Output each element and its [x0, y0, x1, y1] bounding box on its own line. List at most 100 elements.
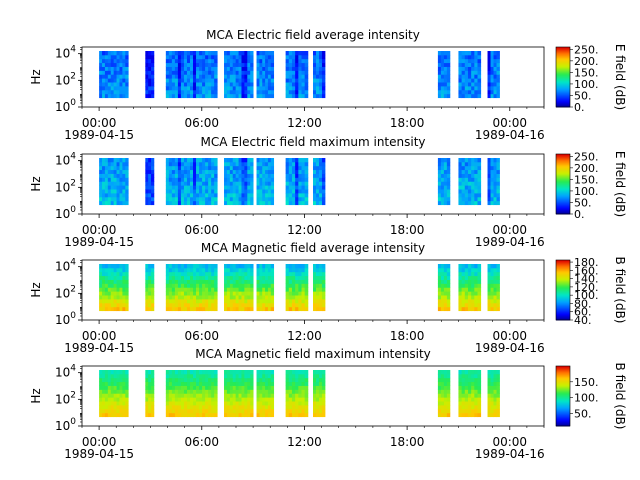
spectrogram-cell — [208, 408, 212, 414]
spectrogram-cell — [116, 93, 120, 99]
spectrogram-cell — [110, 370, 115, 375]
spectrogram-cell — [232, 70, 237, 75]
spectrogram-cell — [196, 302, 200, 308]
spectrogram-cell — [244, 295, 248, 300]
spectrogram-cell — [232, 393, 237, 398]
spectrogram-cell — [446, 401, 451, 406]
spectrogram-cell — [496, 165, 500, 171]
spectrogram-cell — [267, 185, 272, 190]
colorbar-segment — [556, 165, 570, 167]
colorbar-segment — [556, 371, 570, 373]
spectrogram-cell — [321, 306, 326, 312]
spectrogram-cell — [265, 89, 269, 95]
colorbar-segment — [556, 310, 570, 312]
spectrogram-cell — [224, 62, 228, 67]
spectrogram-cell — [229, 279, 234, 284]
spectrogram-cell — [107, 181, 112, 186]
spectrogram-cell — [291, 177, 296, 182]
spectrogram-cell — [165, 306, 170, 312]
spectrogram-cell — [193, 291, 197, 296]
colorbar-segment — [556, 301, 570, 303]
spectrogram-cell — [496, 370, 500, 375]
spectrogram-cell — [318, 381, 323, 386]
spectrogram-cell — [265, 181, 269, 186]
spectrogram-cell — [265, 78, 269, 83]
spectrogram-cell — [256, 181, 260, 186]
spectrogram-cell — [107, 78, 112, 83]
x-tick-label: 18:00 — [390, 116, 425, 130]
spectrogram-cell — [107, 165, 112, 171]
spectrogram-cell — [446, 306, 451, 312]
spectrogram-cell — [116, 267, 120, 273]
spectrogram-cell — [490, 86, 494, 91]
spectrogram-cell — [104, 401, 109, 406]
spectrogram-cell — [313, 299, 317, 304]
spectrogram-cell — [265, 291, 269, 296]
spectrogram-cell — [174, 412, 179, 418]
spectrogram-cell — [490, 302, 494, 308]
spectrogram-cell — [467, 401, 472, 406]
spectrogram-cell — [437, 181, 442, 186]
spectrogram-cell — [168, 377, 173, 383]
spectrogram-cell — [119, 393, 123, 398]
spectrogram-cell — [244, 158, 248, 163]
spectrogram-cell — [99, 370, 103, 375]
spectrogram-cell — [229, 165, 234, 171]
spectrogram-cell — [148, 86, 152, 91]
spectrogram-cell — [180, 397, 185, 402]
spectrogram-cell — [122, 295, 126, 300]
spectrogram-cell — [244, 89, 248, 95]
spectrogram-cell — [262, 397, 266, 402]
spectrogram-cell — [437, 66, 442, 71]
spectrogram-cell — [119, 82, 123, 87]
spectrogram-cell — [226, 78, 231, 83]
spectrogram-cell — [116, 397, 120, 402]
spectrogram-cell — [244, 51, 248, 56]
y-tick-label: 102 — [55, 71, 76, 87]
spectrogram-cell — [315, 271, 320, 277]
spectrogram-cell — [493, 196, 497, 202]
spectrogram-cell — [267, 74, 272, 79]
spectrogram-cell — [145, 275, 149, 280]
spectrogram-cell — [104, 158, 109, 163]
spectrogram-cell — [199, 267, 203, 273]
spectrogram-cell — [490, 306, 494, 312]
colorbar-segment — [556, 78, 570, 80]
spectrogram-cell — [458, 299, 463, 304]
spectrogram-cell — [256, 271, 260, 277]
spectrogram-cell — [244, 177, 248, 182]
spectrogram-cell — [304, 185, 309, 190]
spectrogram-cell — [493, 397, 497, 402]
spectrogram-cell — [193, 82, 197, 87]
spectrogram-cell — [148, 373, 152, 379]
spectrogram-cell — [446, 299, 451, 304]
spectrogram-cell — [461, 51, 466, 56]
spectrogram-cell — [224, 181, 228, 186]
spectrogram-cell — [241, 287, 245, 292]
spectrogram-cell — [224, 196, 228, 202]
spectrogram-cell — [250, 373, 254, 379]
spectrogram-cell — [471, 264, 475, 269]
spectrogram-cell — [122, 275, 126, 280]
spectrogram-cell — [145, 302, 149, 308]
spectrogram-cell — [267, 299, 272, 304]
spectrogram-cell — [291, 74, 296, 79]
spectrogram-cell — [471, 287, 475, 292]
spectrogram-cell — [487, 93, 491, 99]
spectrogram-cell — [232, 173, 237, 178]
spectrogram-cell — [238, 373, 242, 379]
spectrogram-cell — [295, 401, 299, 406]
spectrogram-cell — [122, 267, 126, 273]
spectrogram-cell — [440, 397, 445, 402]
colorbar-segment — [556, 298, 570, 300]
spectrogram-cell — [145, 54, 149, 60]
spectrogram-cell — [119, 283, 123, 288]
spectrogram-cell — [122, 58, 126, 64]
spectrogram-cell — [321, 275, 326, 280]
spectrogram-cell — [238, 181, 242, 186]
spectrogram-cell — [205, 302, 209, 308]
colorbar-segment — [556, 170, 570, 172]
spectrogram-cell — [199, 54, 203, 60]
spectrogram-cell — [458, 196, 463, 202]
spectrogram-cell — [461, 412, 466, 418]
